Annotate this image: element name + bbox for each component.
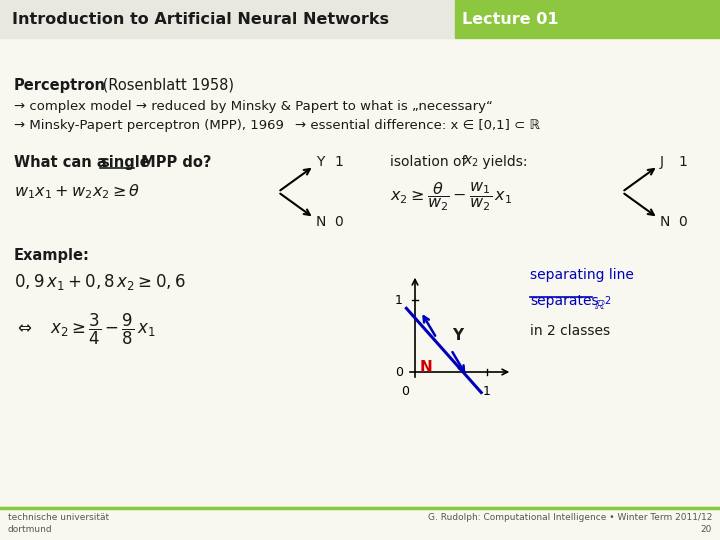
- Text: Y: Y: [452, 328, 464, 343]
- Bar: [0, 0, 455, 38]
- Text: dortmund: dortmund: [8, 525, 53, 535]
- Text: $0,9\,x_1 + 0,8\,x_2 \geq 0,6$: $0,9\,x_1 + 0,8\,x_2 \geq 0,6$: [14, 272, 186, 292]
- Text: 1: 1: [395, 294, 403, 307]
- Text: 1: 1: [483, 385, 491, 398]
- Text: yields:: yields:: [478, 155, 528, 169]
- Text: → Minsky-Papert perceptron (MPP), 1969: → Minsky-Papert perceptron (MPP), 1969: [14, 119, 284, 132]
- Text: separating line: separating line: [530, 268, 634, 282]
- Text: 1: 1: [678, 155, 687, 169]
- Text: $x_2$: $x_2$: [463, 155, 479, 170]
- Text: 0: 0: [395, 366, 403, 379]
- Text: $\Leftrightarrow \quad x_2 \geq \dfrac{3}{4} - \dfrac{9}{8}\,x_1$: $\Leftrightarrow \quad x_2 \geq \dfrac{3…: [14, 312, 156, 347]
- Text: J: J: [660, 155, 664, 169]
- Text: N: N: [316, 215, 326, 229]
- Text: MPP do?: MPP do?: [136, 155, 212, 170]
- Text: 20: 20: [701, 525, 712, 535]
- Text: Example:: Example:: [14, 248, 90, 263]
- Text: (Rosenblatt 1958): (Rosenblatt 1958): [98, 78, 234, 93]
- Text: separates: separates: [530, 294, 598, 308]
- Text: 0: 0: [678, 215, 687, 229]
- Text: G. Rudolph: Computational Intelligence • Winter Term 2011/12: G. Rudolph: Computational Intelligence •…: [428, 514, 712, 523]
- Text: What can a: What can a: [14, 155, 112, 170]
- Text: $\mathbb{R}^2$: $\mathbb{R}^2$: [594, 294, 611, 313]
- Text: $w_1 x_1 + w_2 x_2 \geq \theta$: $w_1 x_1 + w_2 x_2 \geq \theta$: [14, 183, 140, 201]
- Text: Lecture 01: Lecture 01: [462, 11, 559, 26]
- Text: Perceptron: Perceptron: [14, 78, 106, 93]
- Text: technische universität: technische universität: [8, 514, 109, 523]
- Text: isolation of: isolation of: [390, 155, 471, 169]
- Text: → essential difference: x ∈ [0,1] ⊂ ℝ: → essential difference: x ∈ [0,1] ⊂ ℝ: [295, 119, 540, 132]
- Text: $x_2 \geq \dfrac{\theta}{w_2} - \dfrac{w_1}{w_2}\,x_1$: $x_2 \geq \dfrac{\theta}{w_2} - \dfrac{w…: [390, 180, 512, 213]
- Text: 1: 1: [334, 155, 343, 169]
- Text: → complex model → reduced by Minsky & Papert to what is „necessary“: → complex model → reduced by Minsky & Pa…: [14, 100, 493, 113]
- Text: single: single: [100, 155, 150, 170]
- Bar: [455, 0, 720, 38]
- Text: Introduction to Artificial Neural Networks: Introduction to Artificial Neural Networ…: [12, 11, 389, 26]
- Text: 0: 0: [334, 215, 343, 229]
- Text: Y: Y: [316, 155, 325, 169]
- Text: in 2 classes: in 2 classes: [530, 324, 610, 338]
- Text: 0: 0: [401, 385, 409, 398]
- Text: N: N: [660, 215, 670, 229]
- Text: N: N: [419, 360, 432, 375]
